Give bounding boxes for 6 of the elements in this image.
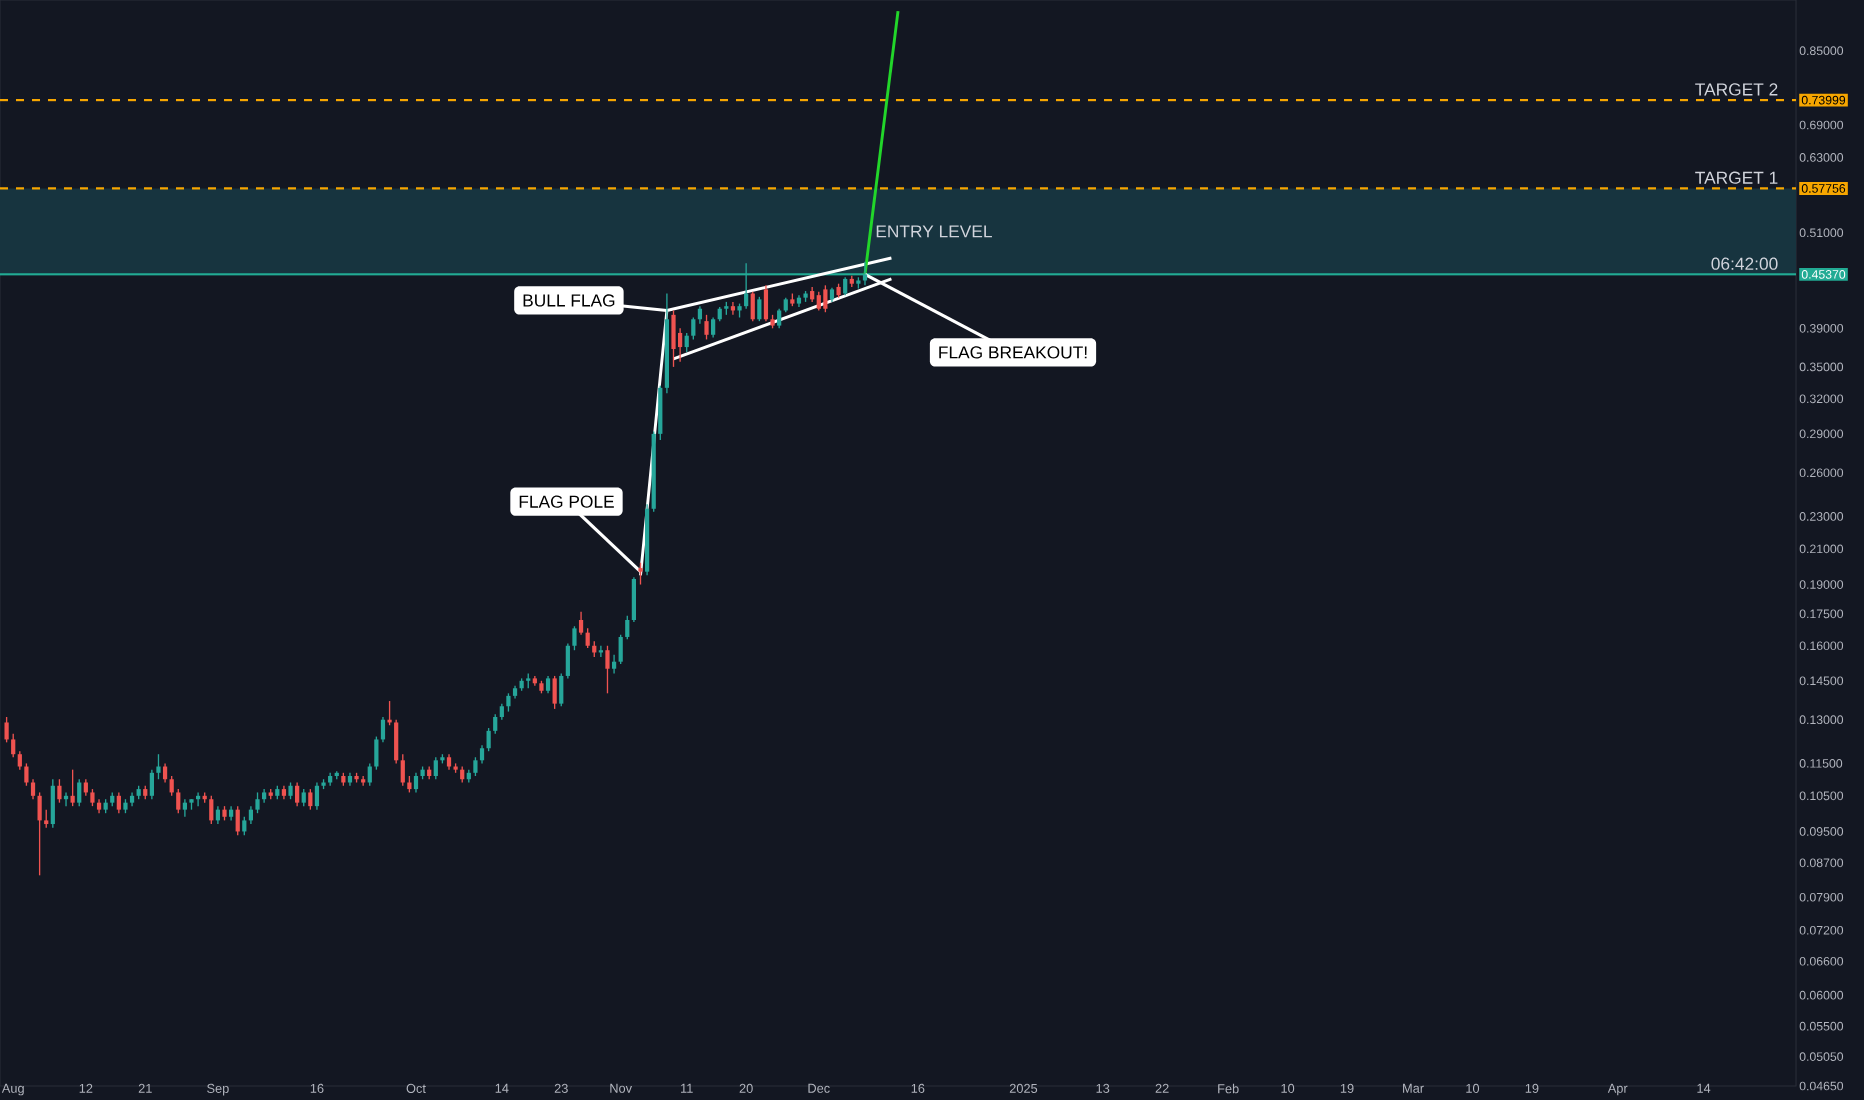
ref-line-label: 06:42:00 <box>1711 257 1778 270</box>
band-label: ENTRY LEVEL <box>876 225 992 238</box>
annotation: FLAG BREAKOUT! <box>939 346 1087 359</box>
annotation: FLAG POLE <box>519 495 614 508</box>
ref-line-label: TARGET 1 <box>1695 171 1778 184</box>
ref-line-label: TARGET 2 <box>1695 83 1778 96</box>
